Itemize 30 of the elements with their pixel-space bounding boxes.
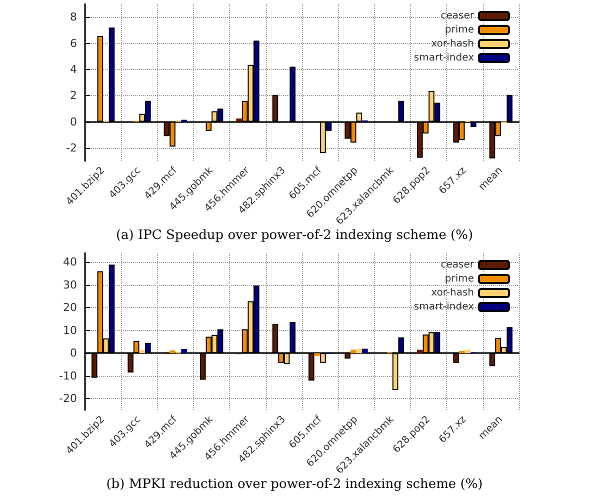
y-tick-label: 20 bbox=[63, 301, 77, 314]
legend-label: ceaser bbox=[440, 10, 475, 22]
y-tick-label: 30 bbox=[63, 278, 77, 292]
y-tick-label: 4 bbox=[70, 62, 77, 76]
bar bbox=[464, 350, 471, 354]
legend-label: smart-index bbox=[414, 302, 474, 312]
text: (b) MPKI reduction over power-of-2 indexing scheme (%) bbox=[106, 477, 483, 492]
legend-label: ceaser bbox=[440, 260, 475, 270]
y-tick-label: 10 bbox=[63, 324, 77, 337]
bar bbox=[350, 350, 356, 354]
y-tick-label: 8 bbox=[70, 10, 77, 24]
legend-label: prime bbox=[444, 274, 474, 284]
y-tick-label: 6 bbox=[70, 36, 77, 50]
y-tick-label: -2 bbox=[66, 141, 77, 154]
y-tick-label: 2 bbox=[70, 89, 77, 102]
y-tick-label: 40 bbox=[63, 256, 77, 269]
legend-label: prime bbox=[444, 24, 474, 36]
y-tick-label: -20 bbox=[59, 392, 77, 406]
y-tick-label: 0 bbox=[70, 115, 77, 128]
text: (a) IPC Speedup over power-of-2 indexing scheme (%) bbox=[116, 228, 474, 243]
bar bbox=[362, 348, 368, 354]
bar bbox=[236, 118, 242, 122]
legend-label: xor-hash bbox=[431, 288, 474, 298]
bar bbox=[417, 350, 423, 354]
legend-label: smart-index bbox=[414, 52, 474, 64]
legend-label: xor-hash bbox=[431, 38, 474, 50]
bar bbox=[356, 348, 362, 354]
bar bbox=[181, 349, 187, 354]
y-tick-label: -10 bbox=[59, 369, 77, 382]
y-tick-label: 0 bbox=[70, 346, 77, 360]
